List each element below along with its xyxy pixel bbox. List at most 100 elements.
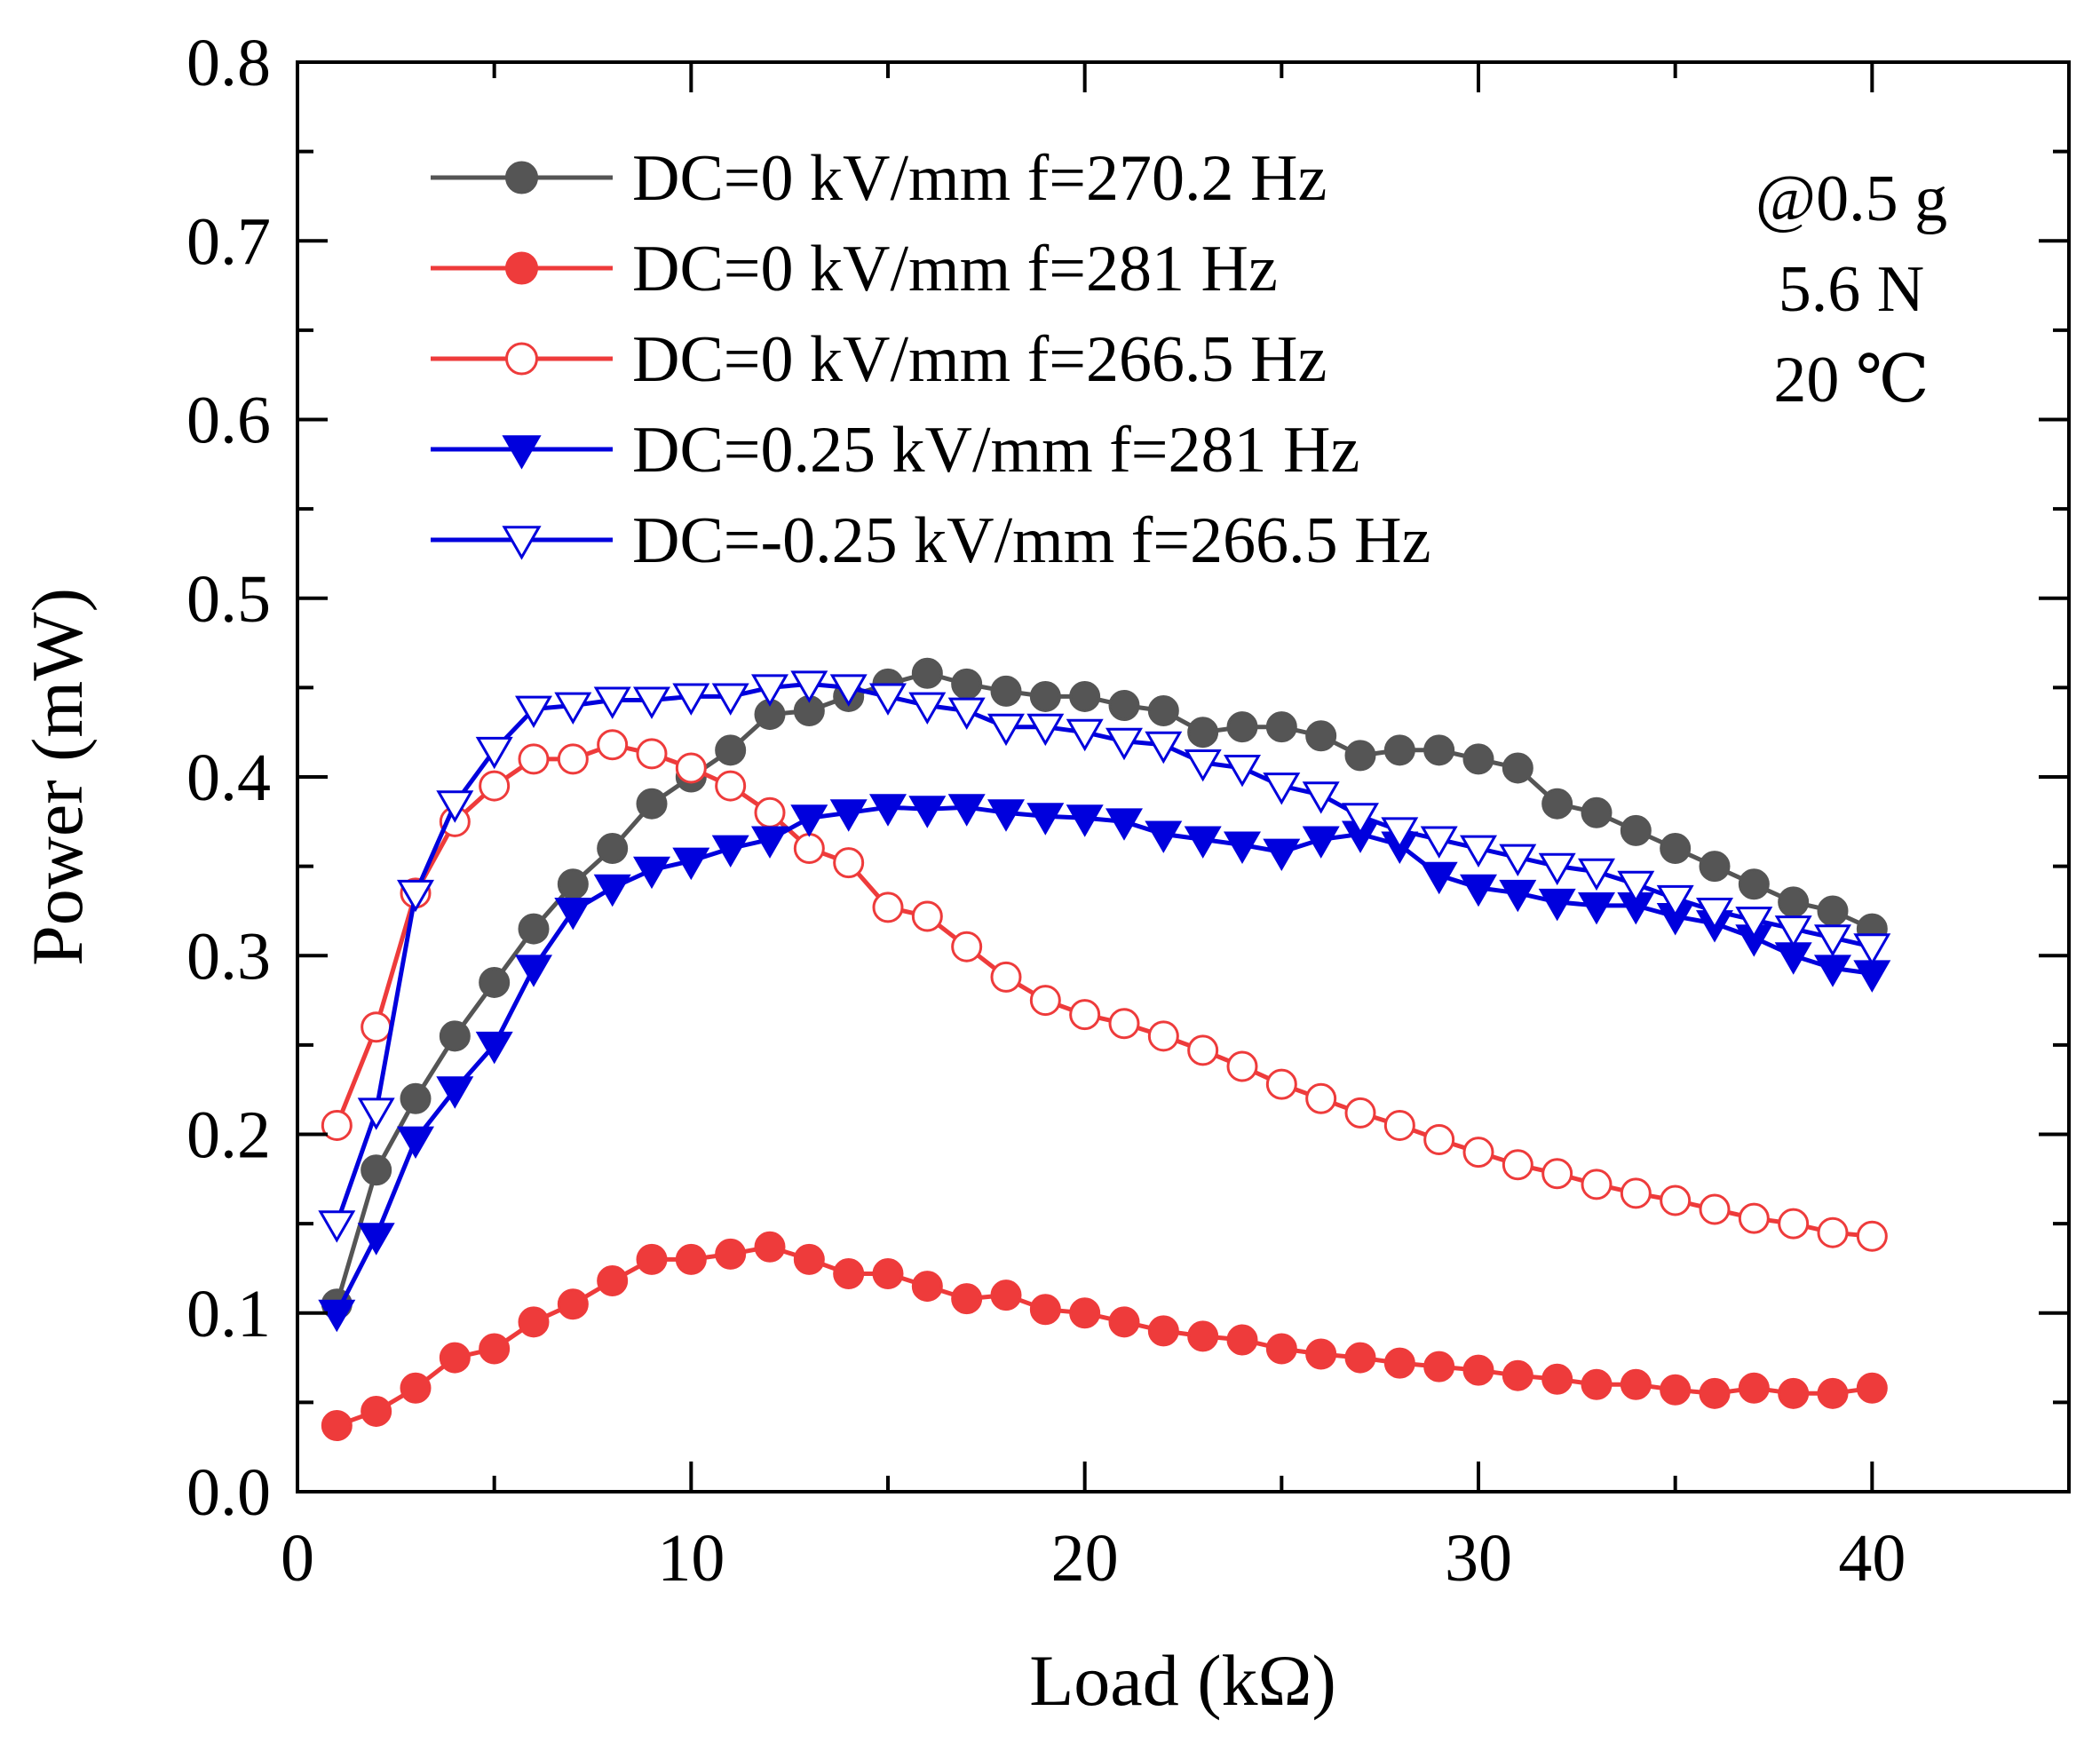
series-2 <box>321 1231 1888 1442</box>
data-point <box>475 1031 513 1065</box>
legend-label: DC=0.25 kV/mm f=281 Hz <box>632 414 1359 487</box>
data-point <box>711 683 749 716</box>
data-point <box>1108 1306 1140 1338</box>
data-point <box>675 752 707 784</box>
data-point <box>1187 1320 1219 1352</box>
series-4 <box>318 794 1891 1333</box>
data-point <box>1735 907 1773 939</box>
data-point <box>1069 1297 1101 1329</box>
data-point <box>1420 861 1458 895</box>
data-point <box>1026 803 1065 836</box>
data-point <box>1502 752 1533 784</box>
data-point <box>633 856 670 890</box>
data-point <box>1302 826 1340 859</box>
data-point <box>318 1299 356 1333</box>
data-point <box>1462 1137 1494 1169</box>
data-point <box>1738 1202 1770 1234</box>
data-point <box>361 1154 392 1186</box>
data-point <box>1145 731 1183 765</box>
data-point <box>908 692 947 725</box>
data-layer <box>318 657 1891 1442</box>
legend-entry: DC=0.25 kV/mm f=281 Hz <box>431 414 1359 487</box>
data-point <box>1541 1363 1573 1395</box>
data-point <box>869 683 907 716</box>
y-tick-label: 0.5 <box>186 562 271 637</box>
data-point <box>672 847 710 881</box>
data-point <box>754 796 786 828</box>
x-tick-label: 40 <box>1838 1521 1906 1596</box>
data-point <box>1696 898 1733 931</box>
data-point <box>436 1076 474 1109</box>
annotation-force: 5.6 N <box>1779 253 1924 326</box>
data-point <box>1778 886 1810 918</box>
data-point <box>475 736 513 770</box>
data-point <box>557 743 589 775</box>
data-point <box>1420 826 1458 859</box>
legend-label: DC=0 kV/mm f=281 Hz <box>632 233 1278 305</box>
data-point <box>1578 858 1615 891</box>
data-point <box>439 1342 471 1374</box>
data-point <box>1226 1050 1258 1082</box>
data-point <box>1581 796 1613 828</box>
data-point <box>1108 1008 1140 1040</box>
data-point <box>1660 833 1692 864</box>
data-point <box>1147 1315 1179 1347</box>
data-point <box>872 891 904 923</box>
data-point <box>675 1243 707 1275</box>
data-point <box>1381 817 1419 850</box>
data-point <box>1499 879 1537 913</box>
data-point <box>947 697 986 731</box>
data-point <box>1856 1372 1888 1404</box>
data-point <box>1265 1068 1297 1100</box>
data-point <box>711 835 749 868</box>
series-5 <box>318 670 1891 1243</box>
data-point <box>593 874 631 907</box>
y-axis-label: Power (mW) <box>17 588 98 966</box>
data-point <box>833 1257 865 1289</box>
data-point <box>1147 695 1179 727</box>
data-point <box>987 713 1025 747</box>
data-point <box>636 1243 668 1275</box>
legend-entry: DC=0 kV/mm f=266.5 Hz <box>431 323 1327 396</box>
data-point <box>911 657 943 689</box>
data-point <box>908 796 947 828</box>
data-point <box>911 900 943 932</box>
data-point <box>1265 711 1297 743</box>
legend-entry: DC=0 kV/mm f=281 Hz <box>431 233 1278 305</box>
data-point <box>1462 743 1494 775</box>
series-line <box>334 742 1873 1239</box>
y-tick-label: 0.0 <box>186 1455 271 1530</box>
data-point <box>1699 851 1731 883</box>
x-tick-label: 10 <box>657 1521 725 1596</box>
data-point <box>357 1097 395 1130</box>
data-point <box>1184 749 1222 782</box>
data-point <box>515 695 552 729</box>
series-line <box>334 681 1873 1224</box>
legend-label: DC=0 kV/mm f=270.2 Hz <box>632 142 1327 215</box>
data-point <box>1660 1184 1692 1216</box>
data-point <box>715 1238 747 1270</box>
data-point <box>1305 1082 1337 1114</box>
data-point <box>1423 1351 1455 1383</box>
data-point <box>518 1306 550 1338</box>
data-point <box>321 1410 353 1442</box>
data-point <box>1265 1333 1297 1365</box>
annotation-block: @0.5 g 5.6 N 20 ℃ <box>1755 162 1947 416</box>
data-point <box>1105 727 1143 761</box>
data-point <box>1226 711 1258 743</box>
data-point <box>597 729 629 761</box>
data-point <box>1344 1342 1376 1374</box>
data-point <box>502 435 542 470</box>
data-point <box>951 668 983 700</box>
data-point <box>1774 915 1812 948</box>
data-point <box>1817 1216 1849 1248</box>
data-point <box>554 692 592 725</box>
data-point <box>672 683 710 716</box>
data-point <box>1026 713 1065 747</box>
data-point <box>505 161 538 194</box>
data-point <box>1423 734 1455 766</box>
data-point <box>1383 734 1415 766</box>
data-point <box>502 526 542 560</box>
y-tick-label: 0.6 <box>186 384 271 458</box>
data-point <box>1738 868 1770 900</box>
